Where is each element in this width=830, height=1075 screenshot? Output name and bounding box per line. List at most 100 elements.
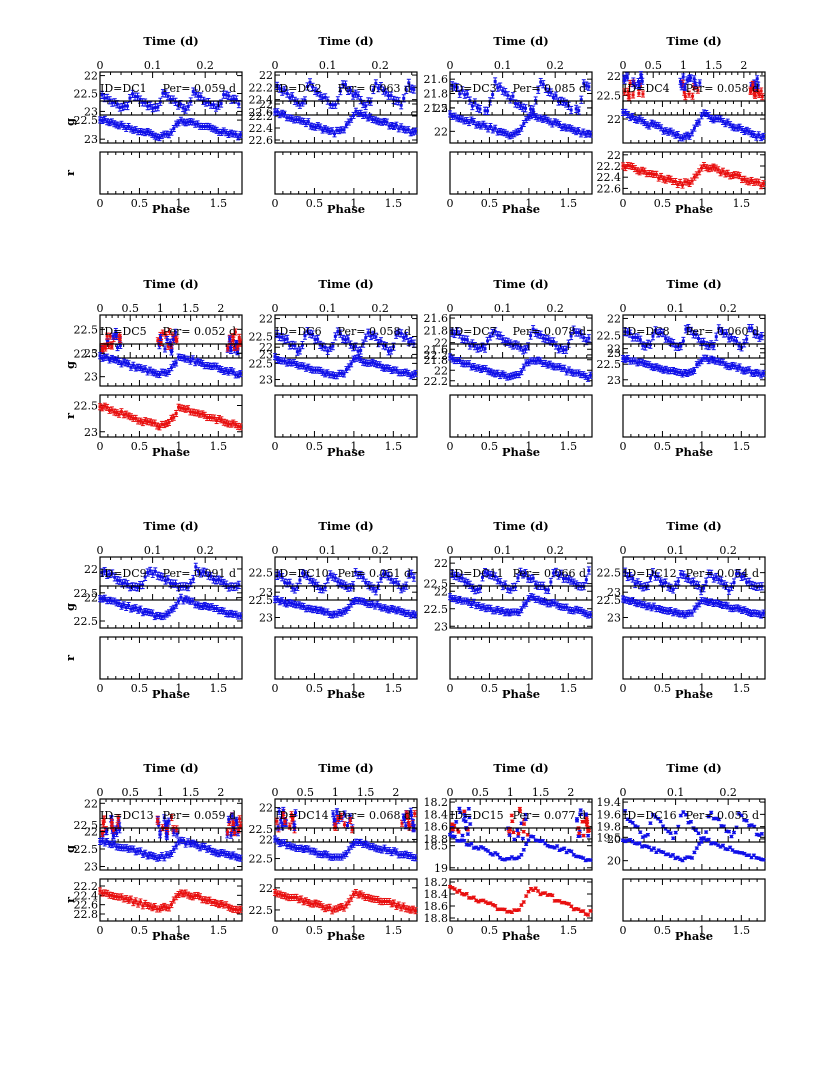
r-phase-point: [160, 422, 164, 426]
g-time-point: [544, 337, 548, 341]
g-phase-point: [368, 115, 372, 119]
g-phase-point: [200, 361, 204, 365]
g-time-point: [641, 344, 645, 348]
g-time-point: [468, 344, 472, 348]
g-phase-point: [162, 132, 166, 136]
phase-tick-label: 1: [350, 440, 357, 453]
g-phase-point: [304, 122, 308, 126]
g-phase-point: [359, 111, 363, 115]
y-tick-label: 22.6: [249, 106, 274, 119]
g-phase-point: [548, 362, 552, 366]
g-phase-point: [657, 124, 661, 128]
g-time-point: [587, 85, 591, 89]
g-phase-point: [465, 119, 469, 123]
g-time-point: [518, 345, 522, 349]
g-phase-point: [761, 134, 765, 138]
g-phase-point: [543, 117, 547, 121]
g-phase-point: [141, 367, 145, 371]
g-phase-point: [469, 365, 473, 369]
g-phase-point: [117, 360, 121, 364]
g-time-point: [351, 345, 355, 349]
g-time-point: [453, 85, 457, 89]
r-time-point: [101, 346, 105, 350]
phase-tick-label: 1: [698, 197, 705, 210]
g-time-point: [376, 86, 380, 90]
g-time-point: [637, 80, 641, 84]
g-phase-point: [146, 130, 150, 134]
g-axis-title: g: [63, 361, 77, 369]
g-phase-point: [191, 357, 195, 361]
r-phase-point: [174, 411, 178, 415]
g-phase-point: [302, 364, 306, 368]
g-phase-point: [330, 129, 334, 133]
g-phase-point: [219, 130, 223, 134]
g-phase-point: [361, 113, 365, 117]
g-time-point: [171, 338, 175, 342]
period-label: Per= 0.059 d: [163, 82, 236, 95]
r-time-point: [637, 91, 641, 95]
time-tick-label: 2: [217, 302, 224, 315]
g-phase-point: [273, 110, 277, 114]
y-tick-label: 22.5: [74, 323, 99, 336]
g-phase-point: [103, 355, 107, 359]
y-tick-label: 22: [434, 364, 448, 377]
g-phase-point: [631, 114, 635, 118]
g-phase-point: [153, 134, 157, 138]
g-time-point: [351, 94, 355, 98]
r-phase-point: [702, 164, 706, 168]
time-tick-label: 0.2: [371, 302, 389, 315]
g-phase-point: [402, 127, 406, 131]
y-tick-label: 22.5: [597, 330, 622, 343]
g-phase-point: [702, 111, 706, 115]
g-phase-point: [519, 126, 523, 130]
g-time-point: [529, 107, 533, 111]
g-phase-point: [628, 116, 632, 120]
g-phase-point: [306, 120, 310, 124]
g-time-point: [719, 329, 723, 333]
g-phase-point: [129, 365, 133, 369]
time-axis-title: Time (d): [318, 34, 373, 48]
g-phase-point: [399, 125, 403, 129]
r-phase-point: [191, 410, 195, 414]
g-phase-point: [541, 361, 545, 365]
g-time-point: [364, 336, 368, 340]
g-time-point: [331, 103, 335, 107]
g-phase-point: [394, 368, 398, 372]
r-time-point: [175, 339, 179, 343]
g-time-point: [308, 332, 312, 336]
g-time-point: [407, 81, 411, 85]
r-phase-point: [119, 410, 123, 414]
g-phase-point: [505, 375, 509, 379]
r-phase-point: [229, 422, 233, 426]
phase-tick-label: 0: [97, 197, 104, 210]
g-time-point: [125, 104, 129, 108]
g-phase-point: [450, 114, 454, 118]
g-time-point: [666, 339, 670, 343]
r-phase-point: [626, 163, 630, 167]
g-phase-point: [297, 364, 301, 368]
g-time-point: [463, 93, 467, 97]
time-tick-label: 0: [272, 302, 279, 315]
g-phase-point: [215, 364, 219, 368]
g-phase-point: [508, 134, 512, 138]
r-time-point: [156, 339, 160, 343]
time-axis-title: Time (d): [493, 34, 548, 48]
g-time-point: [694, 333, 698, 337]
y-tick-label: 23: [607, 347, 621, 360]
g-time-point: [146, 104, 150, 108]
g-phase-point: [373, 118, 377, 122]
r-phase-point: [673, 179, 677, 183]
g-phase-point: [659, 126, 663, 130]
g-phase-point: [375, 119, 379, 123]
g-phase-point: [496, 130, 500, 134]
g-phase-point: [385, 120, 389, 124]
g-time-point: [331, 344, 335, 348]
g-time-point: [465, 92, 469, 96]
g-time-point: [399, 103, 403, 107]
r-time-point: [641, 92, 645, 96]
g-time-point: [308, 80, 312, 84]
g-time-point: [343, 338, 347, 342]
